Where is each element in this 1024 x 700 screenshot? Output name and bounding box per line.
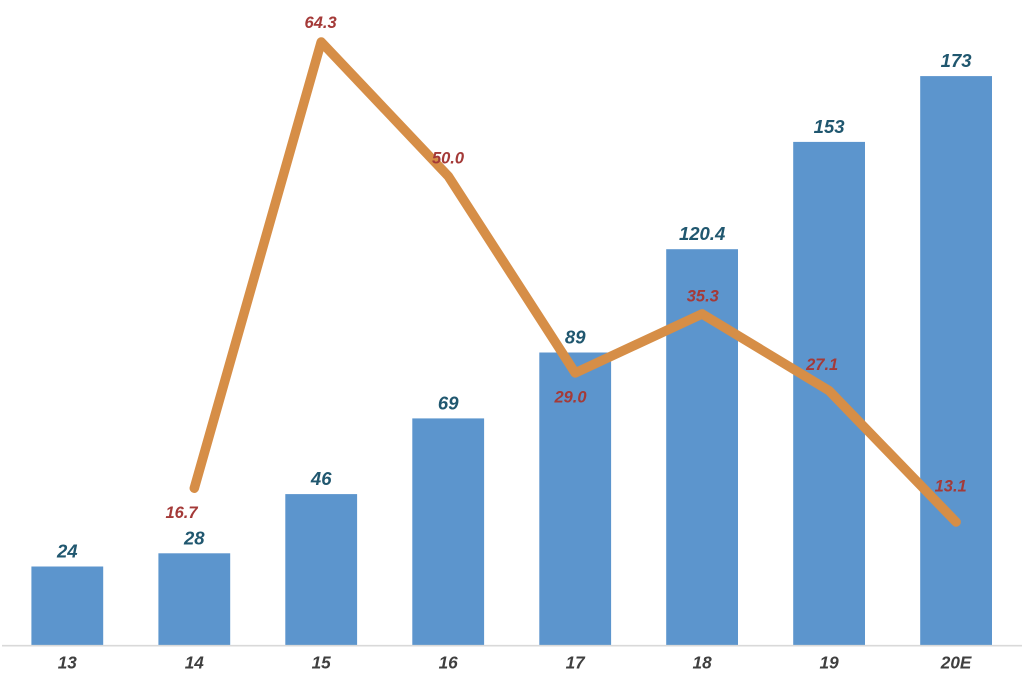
svg-text:17: 17 [566, 653, 587, 673]
svg-text:13.1: 13.1 [935, 477, 967, 495]
svg-text:27.1: 27.1 [805, 356, 838, 374]
svg-text:20E: 20E [940, 653, 972, 673]
svg-text:19: 19 [820, 653, 840, 673]
svg-text:28: 28 [183, 527, 205, 548]
svg-text:13: 13 [58, 653, 78, 673]
svg-text:89: 89 [565, 327, 586, 348]
svg-text:120.4: 120.4 [679, 223, 725, 244]
svg-text:50.0: 50.0 [432, 150, 465, 168]
svg-text:46: 46 [310, 468, 332, 489]
svg-text:16.7: 16.7 [165, 504, 198, 522]
svg-text:64.3: 64.3 [305, 14, 337, 32]
svg-text:29.0: 29.0 [553, 389, 587, 407]
svg-text:24: 24 [56, 541, 78, 562]
svg-text:35.3: 35.3 [687, 288, 719, 306]
svg-text:173: 173 [941, 50, 973, 71]
svg-text:16: 16 [439, 653, 459, 673]
svg-text:14: 14 [185, 653, 205, 673]
svg-text:18: 18 [693, 653, 713, 673]
svg-text:69: 69 [438, 392, 459, 413]
svg-text:15: 15 [312, 653, 332, 673]
svg-text:153: 153 [814, 116, 846, 137]
